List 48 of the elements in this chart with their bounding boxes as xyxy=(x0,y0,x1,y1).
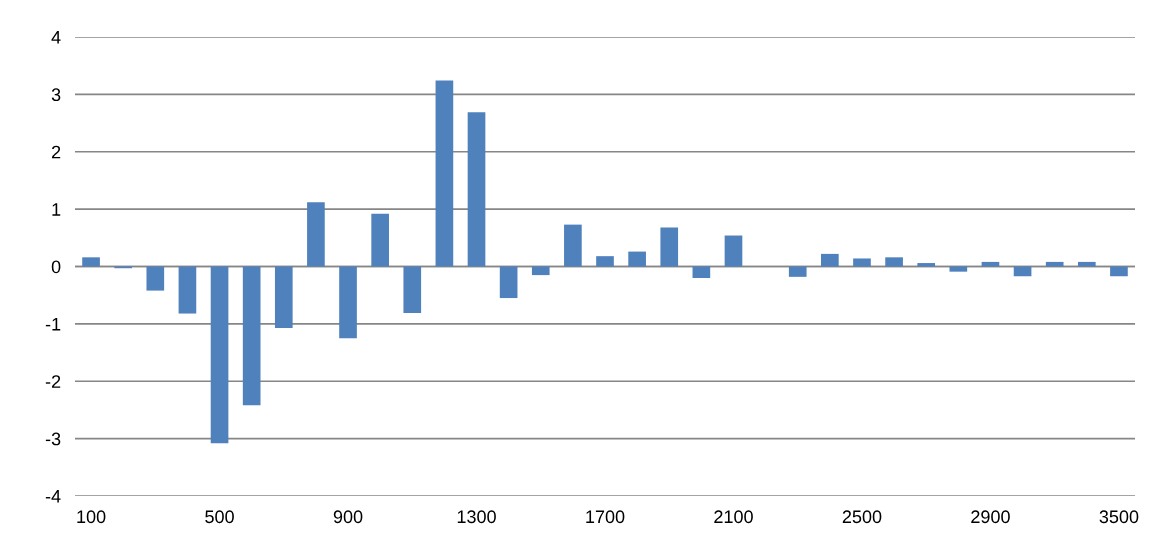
bar xyxy=(371,213,389,267)
y-tick-label: 4 xyxy=(51,31,61,44)
bar xyxy=(788,266,807,277)
bar xyxy=(274,266,293,328)
x-tick-label: 3500 xyxy=(1099,510,1139,524)
bar xyxy=(1045,261,1064,267)
bar xyxy=(917,263,936,267)
bar xyxy=(146,266,165,291)
y-tick-label: 1 xyxy=(52,203,61,216)
x-tick-label: 2100 xyxy=(714,510,753,524)
y-tick-label: 3 xyxy=(51,88,61,102)
bar xyxy=(403,266,422,313)
bar xyxy=(1077,261,1096,267)
bar xyxy=(724,235,743,267)
bar xyxy=(210,266,229,444)
bar xyxy=(692,266,711,278)
bar xyxy=(1110,266,1128,277)
y-tick-label: -3 xyxy=(45,432,61,446)
bar xyxy=(242,266,261,406)
bar xyxy=(564,224,582,267)
y-tick-label: -2 xyxy=(45,375,61,388)
bar xyxy=(821,253,839,267)
y-tick-label: 2 xyxy=(51,145,61,159)
bar xyxy=(178,266,197,314)
x-tick-label: 100 xyxy=(77,510,106,524)
bar xyxy=(853,258,871,267)
y-tick-label: -1 xyxy=(45,318,61,331)
bar xyxy=(435,80,454,267)
x-tick-label: 900 xyxy=(333,510,363,524)
bar xyxy=(82,257,100,267)
x-tick-label: 2900 xyxy=(971,510,1010,524)
x-tick-label: 2500 xyxy=(842,510,882,524)
bar xyxy=(499,266,518,299)
bar xyxy=(981,261,1000,267)
x-tick-label: 1700 xyxy=(586,510,625,524)
bar xyxy=(531,266,550,276)
bar xyxy=(628,251,646,267)
bar xyxy=(885,257,903,267)
bar xyxy=(660,227,679,267)
bar xyxy=(307,202,325,267)
bar xyxy=(467,112,486,267)
x-tick-label: 500 xyxy=(205,510,234,524)
y-tick-label: -4 xyxy=(45,490,61,503)
bar xyxy=(949,266,968,272)
y-tick-label: 0 xyxy=(51,260,61,274)
bar xyxy=(596,256,614,267)
x-tick-label: 1300 xyxy=(457,510,496,524)
bar xyxy=(339,266,357,339)
